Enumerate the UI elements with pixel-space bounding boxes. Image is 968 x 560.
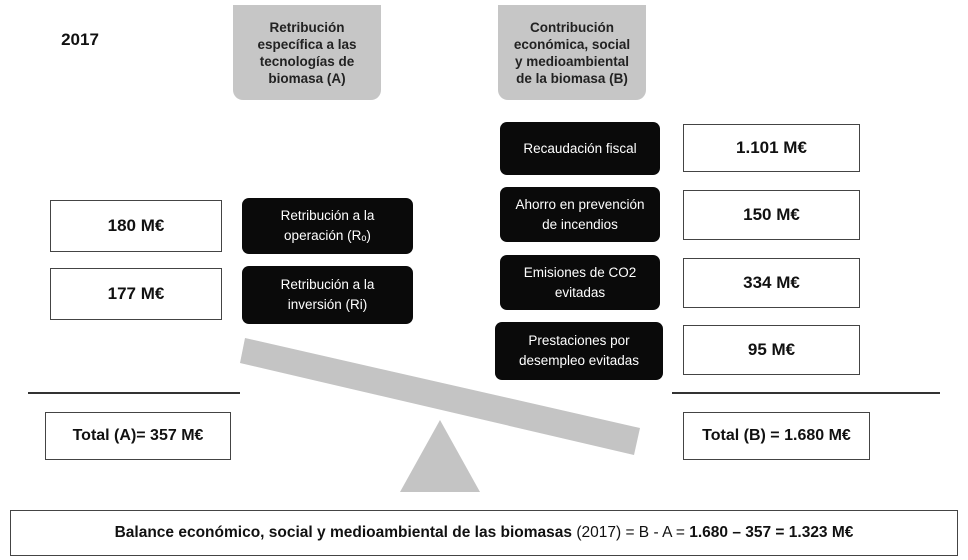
right-value: 1.101 M€ (683, 124, 860, 172)
header-b: Contribución económica, social y medioam… (498, 5, 646, 100)
header-a: Retribución específica a las tecnologías… (233, 5, 381, 100)
year: 2017 (61, 30, 99, 49)
balance: Balance económico, social y medioambient… (10, 510, 958, 556)
left-label: Retribución a la operación (Rₒ) (242, 198, 413, 254)
left-value: 177 M€ (50, 268, 222, 320)
fulcrum (400, 420, 480, 492)
left-label: Retribución a la inversión (Ri) (242, 266, 413, 324)
right-label: Ahorro en prevención de incendios (500, 187, 660, 242)
balance-part: (2017) = B - A = (572, 524, 690, 541)
right-value: 150 M€ (683, 190, 860, 240)
divider (672, 392, 940, 394)
divider (28, 392, 240, 394)
balance-part: Balance económico, social y medioambient… (114, 524, 573, 541)
total-a: Total (A)= 357 M€ (45, 412, 231, 460)
right-label: Prestaciones por desempleo evitadas (495, 322, 663, 380)
plank (240, 338, 640, 455)
right-label: Emisiones de CO2 evitadas (500, 255, 660, 310)
left-value: 180 M€ (50, 200, 222, 252)
right-value: 95 M€ (683, 325, 860, 375)
total-b: Total (B) = 1.680 M€ (683, 412, 870, 460)
balance-part: 1.680 – 357 = 1.323 M€ (689, 524, 854, 541)
right-label: Recaudación fiscal (500, 122, 660, 175)
right-value: 334 M€ (683, 258, 860, 308)
